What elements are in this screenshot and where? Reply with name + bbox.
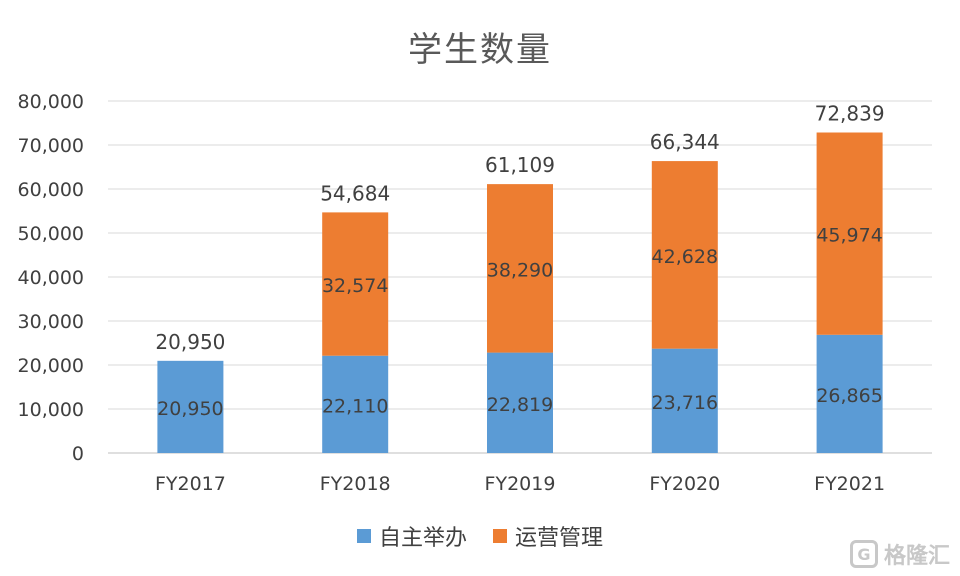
bar-series-2	[487, 184, 553, 353]
y-tick-label: 0	[72, 443, 84, 465]
legend-swatch-series-2	[493, 529, 507, 543]
bar-data-label: 20,950	[157, 398, 223, 420]
y-tick-label: 60,000	[18, 179, 84, 201]
bar-series-1	[651, 348, 718, 453]
legend-item-series-2: 运营管理	[493, 520, 603, 552]
legend-item-series-1: 自主举办	[356, 520, 467, 552]
bar-data-label: 22,819	[487, 394, 553, 416]
total-data-label: 20,950	[155, 330, 225, 354]
bar-series-1	[157, 360, 224, 453]
bar-series-2	[322, 212, 389, 356]
x-tick-label: FY2017	[155, 473, 226, 495]
watermark-logo-icon: G	[849, 540, 878, 568]
bar-series-1	[322, 355, 389, 453]
bar-series-1	[487, 352, 553, 453]
y-tick-label: 30,000	[18, 311, 84, 333]
bar-data-label: 32,574	[322, 275, 388, 297]
bar-data-label: 22,110	[322, 395, 388, 417]
y-tick-label: 20,000	[18, 355, 84, 377]
bar-series-1	[816, 334, 883, 453]
bar-data-label: 42,628	[652, 246, 718, 268]
chart-legend: 自主举办 运营管理	[0, 520, 960, 552]
total-data-label: 61,109	[485, 153, 555, 177]
bar-series-2	[816, 132, 883, 335]
bar-data-label: 38,290	[487, 259, 553, 281]
x-tick-label: FY2021	[814, 473, 885, 495]
total-data-label: 66,344	[650, 130, 720, 154]
bar-data-label: 26,865	[816, 385, 882, 407]
bar-data-label: 45,974	[816, 225, 882, 247]
watermark: G 格隆汇	[849, 538, 950, 570]
total-data-label: 72,839	[815, 102, 885, 126]
bar-series-2	[651, 161, 718, 349]
chart-title: 学生数量	[408, 30, 552, 70]
y-tick-label: 50,000	[18, 223, 84, 245]
legend-label-series-1: 自主举办	[378, 526, 467, 551]
y-tick-label: 80,000	[18, 91, 84, 113]
bar-data-label: 23,716	[652, 392, 718, 414]
legend-swatch-series-1	[356, 529, 371, 543]
y-tick-label: 10,000	[18, 399, 84, 421]
x-tick-label: FY2020	[649, 473, 720, 495]
y-tick-label: 70,000	[18, 135, 84, 157]
x-tick-label: FY2018	[320, 473, 391, 495]
x-tick-label: FY2019	[485, 473, 556, 495]
legend-label-series-2: 运营管理	[515, 526, 604, 551]
total-data-label: 54,684	[320, 181, 390, 205]
y-tick-label: 40,000	[18, 267, 84, 289]
watermark-text: 格隆汇	[883, 544, 950, 569]
